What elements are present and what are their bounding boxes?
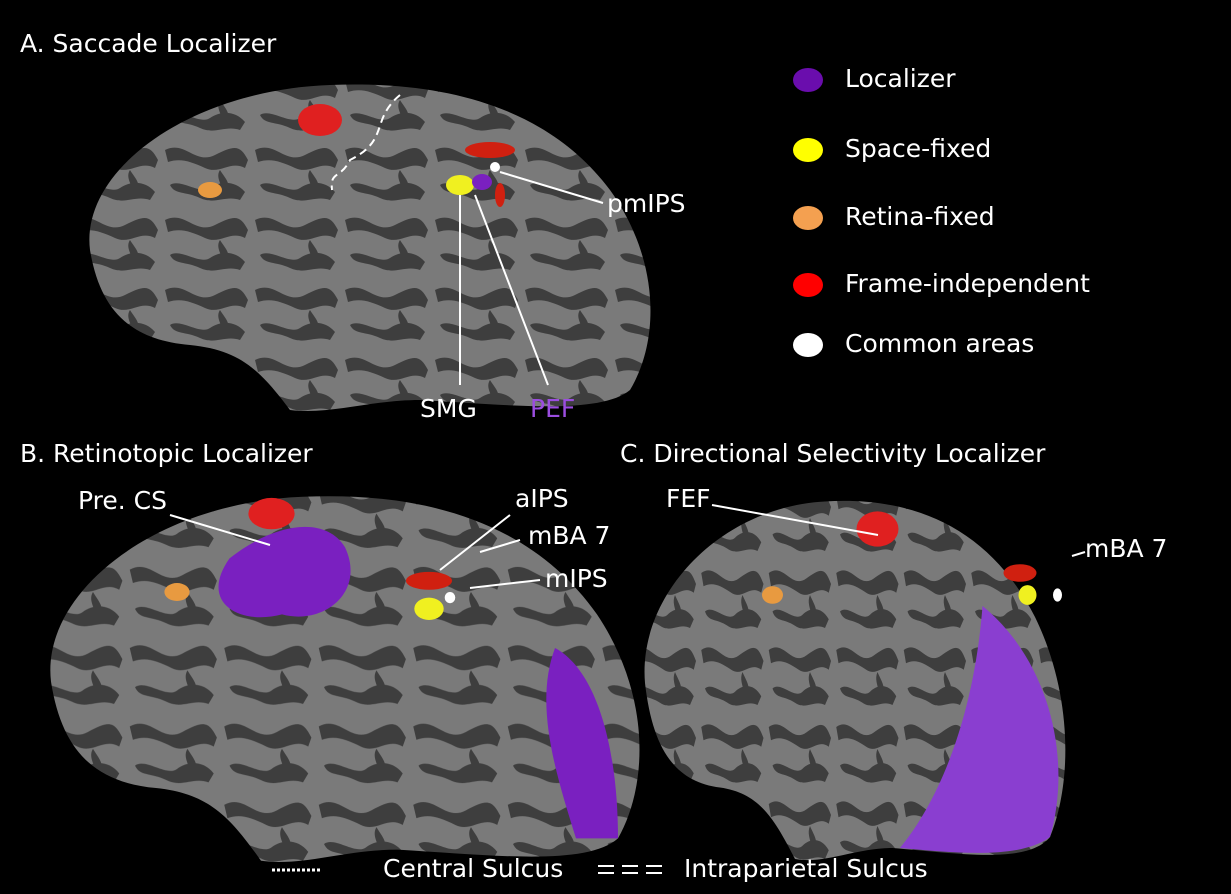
region-label: pmIPS [607,189,686,218]
panel-title: C. Directional Selectivity Localizer [620,439,1046,468]
legend-label: Retina-fixed [845,202,995,231]
footer-label: Central Sulcus [383,854,563,883]
legend-label: Space-fixed [845,134,991,163]
legend-label: Common areas [845,329,1034,358]
legend-label: Localizer [845,64,956,93]
brain-b [50,496,640,862]
leader-lines [169,514,541,589]
intraparietal-sulcus-key [598,865,662,874]
region-label: Pre. CS [78,486,167,515]
panel-title: B. Retinotopic Localizer [20,439,313,468]
leader-lines [711,504,1086,557]
legend-swatch [793,206,823,230]
legend-swatch [793,68,823,92]
region-label: FEF [666,484,711,513]
brain-a [89,84,651,412]
leader-lines [459,171,604,386]
region-label: mBA 7 [528,521,610,550]
region-label: SMG [420,394,477,423]
region-label: PEF [530,394,575,423]
region-label: mBA 7 [1085,534,1167,563]
region-label: aIPS [515,484,569,513]
legend: Localizer Space-fixed Retina-fixed Frame-in… [793,64,1090,358]
brain-c [644,500,1066,861]
legend-swatch [793,333,823,357]
panel-title: A. Saccade Localizer [20,29,277,58]
legend-swatch [793,273,823,297]
region-label: mIPS [545,564,608,593]
legend-label: Frame-independent [845,269,1090,298]
legend-swatch [793,138,823,162]
footer-label: Intraparietal Sulcus [684,854,928,883]
